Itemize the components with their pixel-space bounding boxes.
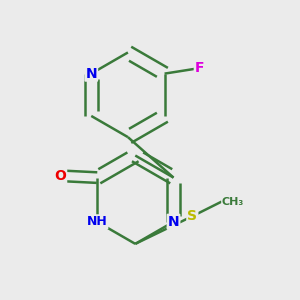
Text: N: N xyxy=(85,67,97,81)
Text: S: S xyxy=(187,209,197,223)
Text: F: F xyxy=(195,61,204,75)
Text: NH: NH xyxy=(87,215,107,228)
Text: CH₃: CH₃ xyxy=(222,196,244,206)
Text: N: N xyxy=(168,215,179,229)
Text: O: O xyxy=(54,169,66,183)
